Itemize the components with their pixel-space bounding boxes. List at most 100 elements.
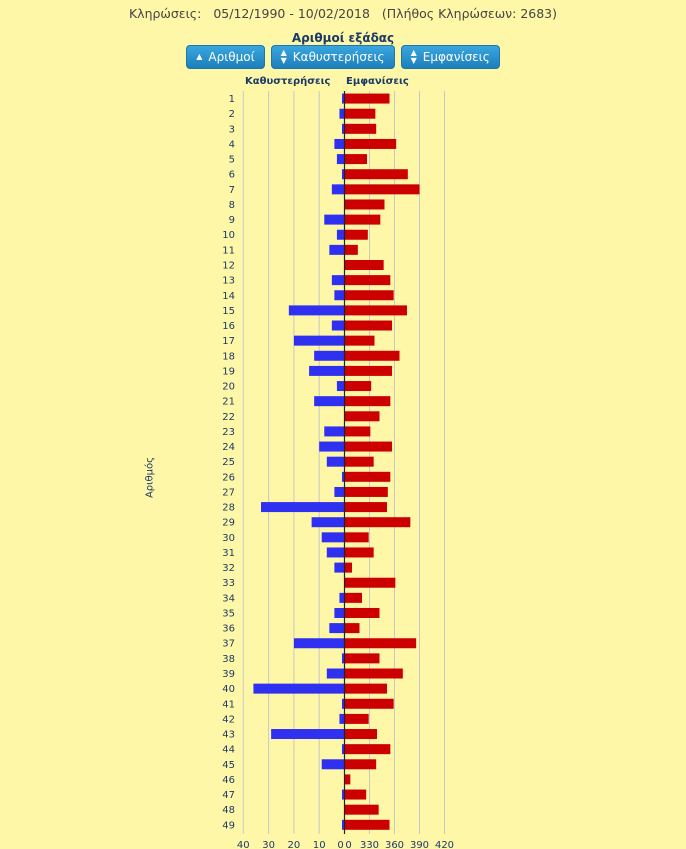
delay-bar bbox=[341, 123, 345, 134]
delay-bar bbox=[339, 592, 345, 603]
appearance-bar bbox=[344, 275, 391, 286]
delay-bar bbox=[331, 320, 345, 331]
appearance-bar bbox=[344, 169, 408, 180]
date-range: 05/12/1990 - 10/02/2018 bbox=[213, 6, 370, 21]
appearance-bar bbox=[344, 93, 390, 104]
appearance-bar bbox=[344, 744, 391, 755]
draws-label: Κληρώσεις: bbox=[128, 6, 202, 21]
category-label: 14 bbox=[222, 291, 235, 302]
appearance-bar bbox=[344, 623, 360, 634]
delay-bar bbox=[329, 244, 345, 255]
delay-bar bbox=[334, 138, 345, 149]
delay-bar bbox=[253, 683, 345, 694]
x-tick-label: 330 bbox=[360, 840, 379, 849]
category-label: 45 bbox=[222, 760, 235, 771]
caret-up-icon: ▲ bbox=[196, 52, 203, 61]
x-tick-label: 360 bbox=[385, 840, 404, 849]
category-label: 38 bbox=[222, 654, 235, 665]
category-label: 19 bbox=[222, 366, 235, 377]
delay-bar bbox=[314, 396, 345, 407]
delay-bar bbox=[336, 154, 345, 165]
category-label: 7 bbox=[229, 185, 235, 196]
category-label: 13 bbox=[222, 276, 235, 287]
sort-by-appearances-button[interactable]: ▲ ▼ Εμφανίσεις bbox=[400, 45, 500, 69]
appearance-bar bbox=[344, 244, 358, 255]
delay-bar bbox=[341, 819, 345, 830]
category-label: 24 bbox=[222, 442, 235, 453]
category-label: 8 bbox=[229, 200, 235, 211]
delay-bar bbox=[341, 653, 345, 664]
appearance-bar bbox=[344, 350, 400, 361]
category-label: 46 bbox=[222, 775, 235, 786]
appearance-bar bbox=[344, 214, 381, 225]
appearance-bar bbox=[344, 365, 392, 376]
category-label: 16 bbox=[222, 321, 235, 332]
category-label: 11 bbox=[222, 245, 235, 256]
category-label: 12 bbox=[222, 260, 235, 271]
category-label: 40 bbox=[222, 684, 235, 695]
appearance-bar bbox=[344, 108, 376, 119]
appearance-bar bbox=[344, 320, 392, 331]
delay-bar bbox=[334, 562, 345, 573]
category-label: 6 bbox=[229, 170, 235, 181]
x-tick-label: 30 bbox=[262, 840, 275, 849]
category-label: 47 bbox=[222, 790, 235, 801]
category-label: 44 bbox=[222, 745, 235, 756]
appearance-bar bbox=[344, 698, 394, 709]
appearance-bar bbox=[344, 381, 372, 392]
delay-bar bbox=[329, 623, 345, 634]
draw-count: (Πλήθος Κληρώσεων: 2683) bbox=[381, 6, 558, 21]
delay-bar bbox=[326, 456, 345, 467]
delay-bar bbox=[321, 759, 345, 770]
appearance-bar bbox=[344, 607, 380, 618]
delay-bar bbox=[341, 169, 345, 180]
delay-bar bbox=[336, 229, 345, 240]
delay-bar bbox=[326, 547, 345, 558]
sort-button-group: ▲ Αριθμοί ▲ ▼ Καθυστερήσεις ▲ ▼ Εμφανίσεις bbox=[0, 45, 686, 69]
x-tick-label: 0 bbox=[337, 840, 343, 849]
category-label: 42 bbox=[222, 714, 235, 725]
delay-bar bbox=[314, 350, 345, 361]
category-label: 25 bbox=[222, 457, 235, 468]
category-label: 2 bbox=[229, 109, 235, 120]
appearance-bar bbox=[344, 184, 420, 195]
appearance-bar bbox=[344, 426, 371, 437]
appearance-bar bbox=[344, 441, 392, 452]
category-label: 20 bbox=[222, 382, 235, 393]
appearance-bar bbox=[344, 532, 369, 543]
appearance-bar bbox=[344, 259, 384, 270]
x-tick-label: 0 bbox=[345, 840, 351, 849]
category-label: 49 bbox=[222, 820, 235, 831]
sort-icon: ▲ ▼ bbox=[280, 48, 287, 65]
x-tick-label: 390 bbox=[410, 840, 429, 849]
delay-bar bbox=[311, 517, 345, 528]
category-label: 29 bbox=[222, 518, 235, 529]
appearance-bar bbox=[344, 335, 375, 346]
button-label: Καθυστερήσεις bbox=[292, 50, 385, 64]
delay-bar bbox=[339, 108, 345, 119]
appearance-bar bbox=[344, 229, 368, 240]
delay-bar bbox=[288, 305, 345, 316]
category-label: 33 bbox=[222, 578, 235, 589]
category-label: 48 bbox=[222, 805, 235, 816]
category-label: 31 bbox=[222, 548, 235, 559]
delay-bar bbox=[324, 214, 345, 225]
appearance-bar bbox=[344, 305, 407, 316]
delay-bar bbox=[261, 502, 345, 513]
appearance-bar bbox=[344, 592, 362, 603]
appearance-bar bbox=[344, 123, 377, 134]
delay-bar bbox=[331, 184, 345, 195]
sort-by-delay-button[interactable]: ▲ ▼ Καθυστερήσεις bbox=[270, 45, 395, 69]
delay-bar bbox=[341, 789, 345, 800]
appearances-legend: Εμφανίσεις bbox=[346, 76, 409, 87]
delay-bar bbox=[334, 607, 345, 618]
sort-by-number-button[interactable]: ▲ Αριθμοί bbox=[186, 45, 265, 69]
appearance-bar bbox=[344, 199, 385, 210]
delay-bar bbox=[326, 668, 345, 679]
appearance-bar bbox=[344, 290, 394, 301]
delay-bar bbox=[334, 486, 345, 497]
appearance-bar bbox=[344, 668, 403, 679]
appearance-bar bbox=[344, 486, 388, 497]
x-tick-label: 420 bbox=[435, 840, 454, 849]
